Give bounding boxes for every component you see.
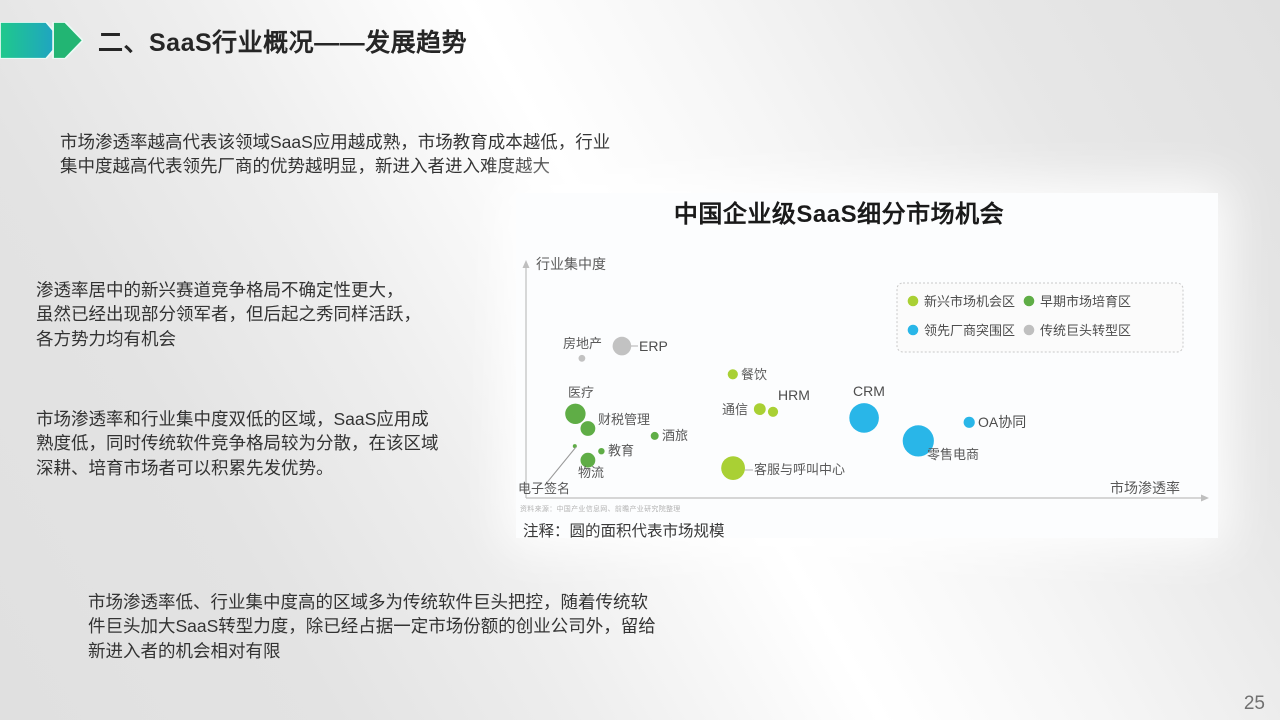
svg-text:早期市场培育区: 早期市场培育区 bbox=[1040, 294, 1131, 309]
svg-text:零售电商: 零售电商 bbox=[927, 447, 979, 462]
svg-text:医疗: 医疗 bbox=[568, 385, 594, 400]
svg-text:餐饮: 餐饮 bbox=[741, 367, 767, 382]
svg-text:财税管理: 财税管理 bbox=[598, 412, 650, 427]
svg-text:行业集中度: 行业集中度 bbox=[536, 256, 606, 272]
svg-text:物流: 物流 bbox=[578, 465, 604, 480]
svg-text:ERP: ERP bbox=[639, 338, 668, 354]
svg-text:房地产: 房地产 bbox=[563, 336, 602, 351]
svg-text:CRM: CRM bbox=[853, 383, 885, 399]
svg-text:传统巨头转型区: 传统巨头转型区 bbox=[1040, 323, 1131, 338]
svg-text:电子签名: 电子签名 bbox=[518, 481, 570, 496]
svg-text:新兴市场机会区: 新兴市场机会区 bbox=[924, 294, 1015, 309]
svg-text:市场渗透率: 市场渗透率 bbox=[1110, 480, 1180, 496]
svg-text:酒旅: 酒旅 bbox=[662, 428, 688, 443]
svg-text:HRM: HRM bbox=[778, 387, 810, 403]
svg-text:领先厂商突围区: 领先厂商突围区 bbox=[924, 323, 1015, 338]
svg-text:OA协同: OA协同 bbox=[978, 414, 1026, 430]
svg-text:通信: 通信 bbox=[722, 402, 748, 417]
svg-text:教育: 教育 bbox=[608, 443, 634, 458]
svg-text:客服与呼叫中心: 客服与呼叫中心 bbox=[754, 462, 845, 477]
